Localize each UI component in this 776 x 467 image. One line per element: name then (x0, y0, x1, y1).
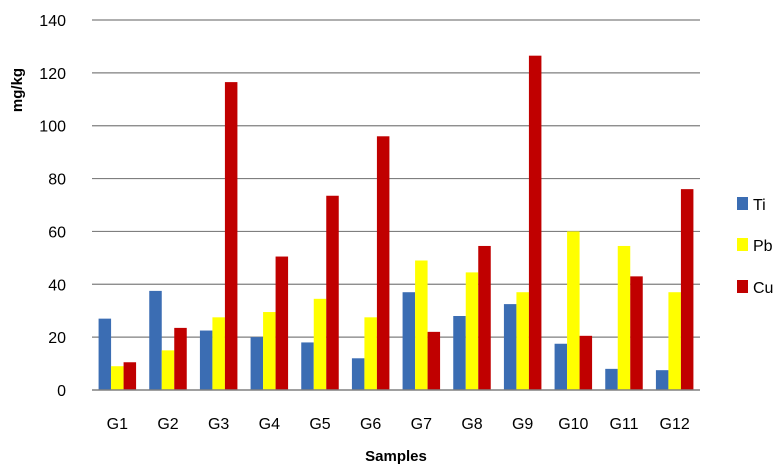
x-axis-title: Samples (365, 448, 427, 465)
x-tick-label: G1 (107, 416, 128, 433)
gridlines (92, 19, 700, 338)
bar-cu-g12 (680, 189, 694, 390)
y-tick-label: 20 (48, 330, 66, 347)
bar-ti-g5 (301, 342, 314, 390)
bar-pb-g11 (617, 245, 631, 390)
bar-pb-g10 (567, 231, 580, 390)
bar-cu-g7 (427, 331, 441, 390)
legend-swatch-cu (737, 280, 748, 293)
legend-label-ti: Ti (753, 197, 766, 214)
bar-cu-g10 (579, 335, 593, 390)
bar-ti-g8 (453, 316, 466, 390)
y-tick-label: 60 (48, 224, 66, 241)
bar-cu-g3 (224, 82, 238, 391)
bar-cu-g4 (275, 256, 289, 390)
x-tick-label: G4 (259, 416, 280, 433)
y-tick-label: 80 (48, 172, 66, 189)
bar-ti-g3 (199, 330, 213, 390)
x-tick-label: G11 (609, 416, 638, 433)
bar-cu-g1 (123, 362, 137, 390)
y-axis-title: mg/kg (9, 68, 26, 112)
y-tick-label: 120 (39, 66, 66, 83)
bars (98, 55, 694, 391)
bar-ti-g7 (402, 292, 416, 390)
bar-ti-g4 (250, 337, 264, 390)
bar-pb-g7 (415, 260, 428, 390)
legend: Ti Pb Cu (737, 197, 773, 297)
bar-ti-g2 (149, 290, 162, 390)
bar-cu-g8 (478, 245, 491, 390)
bar-pb-g5 (313, 298, 327, 390)
bar-cu-g6 (376, 136, 390, 390)
x-tick-label: G10 (558, 416, 588, 433)
bar-pb-g4 (263, 312, 276, 390)
bar-cu-g5 (326, 195, 339, 390)
x-tick-label: G12 (660, 416, 690, 433)
y-tick-labels: 0 20 40 60 80 100 120 140 (39, 13, 66, 400)
y-tick-label: 100 (39, 119, 66, 136)
bar-cu-g9 (528, 55, 542, 391)
x-tick-label: G2 (157, 416, 178, 433)
bar-ti-g9 (503, 304, 517, 390)
bar-pb-g9 (516, 292, 529, 390)
legend-swatch-ti (737, 197, 748, 210)
legend-label-pb: Pb (753, 238, 773, 255)
bar-pb-g12 (668, 292, 681, 390)
bar-ti-g6 (351, 358, 365, 390)
x-tick-label: G3 (208, 416, 229, 433)
bar-pb-g6 (364, 317, 377, 390)
bar-pb-g1 (111, 366, 124, 390)
bar-ti-g11 (605, 368, 618, 390)
bar-pb-g3 (212, 317, 225, 390)
bar-pb-g2 (161, 350, 175, 390)
x-tick-label: G7 (411, 416, 432, 433)
x-tick-label: G5 (309, 416, 330, 433)
legend-label-cu: Cu (753, 280, 773, 297)
legend-swatch-pb (737, 238, 748, 251)
x-tick-label: G6 (360, 416, 381, 433)
bar-ti-g12 (655, 370, 669, 390)
bar-ti-g10 (554, 343, 568, 390)
bar-ti-g1 (98, 318, 112, 390)
x-tick-labels: G1 G2 G3 G4 G5 G6 G7 G8 G9 G10 G11 G12 (107, 416, 690, 433)
bar-cu-g11 (630, 276, 643, 390)
bar-cu-g2 (174, 327, 187, 390)
y-tick-label: 0 (57, 383, 66, 400)
y-tick-label: 40 (48, 277, 66, 294)
bar-pb-g8 (465, 272, 479, 390)
y-tick-label: 140 (39, 13, 66, 30)
x-tick-label: G9 (512, 416, 533, 433)
x-tick-label: G8 (461, 416, 482, 433)
